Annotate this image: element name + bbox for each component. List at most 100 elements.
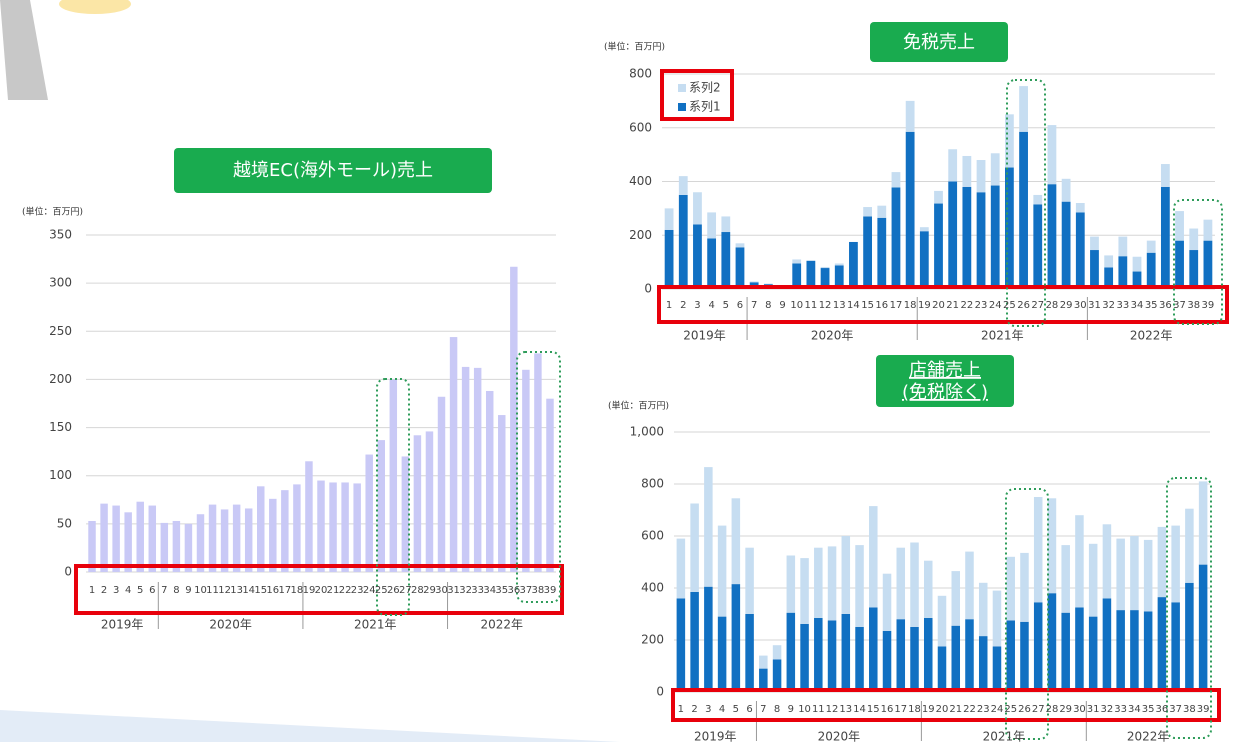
bar [437, 396, 446, 572]
bar-segment [1160, 164, 1170, 187]
bar-segment [704, 467, 713, 587]
x-tick-label: 23 [351, 585, 364, 596]
x-tick-label: 37 [520, 585, 533, 596]
bar [172, 520, 181, 572]
bar [232, 504, 241, 572]
bar-segment [792, 259, 802, 264]
y-unit: (単位：百万円) [22, 206, 83, 218]
y-tick-label: 250 [49, 324, 72, 338]
bar [208, 504, 217, 572]
group-label: 2019年 [683, 329, 726, 343]
x-tick-label: 28 [1046, 704, 1059, 715]
x-tick-label: 39 [1197, 704, 1210, 715]
group-label: 2019年 [694, 730, 737, 742]
texts: 越境EC(海外モール)売上(単位：百万円)0501001502002503003… [22, 32, 1214, 742]
bar-segment [800, 558, 809, 624]
x-tick-label: 20 [936, 704, 949, 715]
bar-segment [1157, 526, 1167, 598]
chart-title: 越境EC(海外モール)売上 [233, 160, 433, 181]
bar-segment [951, 571, 961, 626]
bar [220, 509, 229, 572]
x-tick-label: 34 [1128, 704, 1141, 715]
bar-segment [1175, 240, 1184, 289]
x-tick-label: 22 [960, 300, 973, 311]
x-tick-label: 20 [315, 585, 328, 596]
bar [293, 484, 301, 572]
bar-segment [1061, 612, 1070, 692]
bar [160, 522, 169, 572]
group-label: 2020年 [209, 618, 252, 632]
x-tick-label: 33 [1116, 300, 1129, 311]
bar-segment [882, 573, 892, 631]
y-tick-label: 200 [641, 633, 664, 647]
bar-segment [1146, 252, 1156, 289]
title-box [876, 355, 1014, 407]
x-tick-label: 16 [266, 585, 279, 596]
bar-segment [919, 231, 929, 289]
x-tick-label: 1 [666, 300, 672, 311]
group-label: 2019年 [101, 618, 144, 632]
x-tick-label: 2 [101, 585, 107, 596]
y-tick-label: 0 [64, 565, 72, 579]
bar-segment [1185, 582, 1194, 692]
bar [498, 415, 506, 572]
legend-label: 系列2 [689, 81, 721, 95]
x-tick-label: 4 [719, 704, 725, 715]
bar-segment [863, 207, 872, 217]
bar [317, 480, 325, 572]
group-label: 2021年 [981, 329, 1024, 343]
x-tick-label: 35 [495, 585, 508, 596]
bar-segment [841, 536, 851, 614]
x-tick-label: 23 [975, 300, 988, 311]
x-tick-label: 32 [1101, 704, 1114, 715]
x-tick-label: 6 [149, 585, 155, 596]
x-tick-label: 17 [894, 704, 907, 715]
bar-segment [948, 149, 958, 182]
bar-segment [792, 263, 802, 289]
bar-segment [721, 232, 731, 289]
bar-segment [1006, 620, 1015, 692]
x-tick-label: 32 [1102, 300, 1115, 311]
y-tick-label: 400 [629, 174, 652, 188]
bar-segment [1132, 271, 1142, 289]
bar-segment [905, 100, 915, 132]
dotted-box [1005, 488, 1049, 740]
bar-segment [664, 229, 674, 289]
chart-title: 店舗売上 [909, 360, 981, 381]
bar-segment [919, 227, 929, 232]
x-tick-label: 8 [173, 585, 179, 596]
bar [148, 505, 157, 572]
bar-segment [820, 268, 830, 289]
bar-segment [1005, 167, 1014, 289]
bar-segment [882, 630, 892, 692]
x-tick-label: 4 [708, 300, 714, 311]
bar-segment [1005, 114, 1014, 168]
bar-segment [910, 542, 919, 627]
bar [473, 367, 482, 572]
x-tick-label: 29 [423, 585, 436, 596]
bar-segment [800, 623, 809, 692]
x-tick-label: 2 [680, 300, 686, 311]
bar-segment [877, 217, 887, 289]
x-tick-label: 15 [861, 300, 874, 311]
bar-segment [962, 155, 972, 187]
bar-segment [1203, 240, 1213, 289]
bar [401, 456, 410, 572]
bar-segment [855, 627, 864, 692]
y-tick-label: 200 [629, 228, 652, 242]
x-tick-label: 13 [839, 704, 852, 715]
bar-segment [806, 260, 816, 289]
bar [389, 379, 398, 572]
bar-segment [1171, 602, 1180, 692]
bar-segment [1019, 131, 1028, 289]
x-tick-label: 26 [1017, 300, 1030, 311]
bar-segment [1171, 525, 1180, 603]
x-tick-label: 9 [779, 300, 785, 311]
bar-segment [1033, 497, 1043, 603]
bar-segment [1090, 250, 1099, 289]
bar-segment [934, 203, 943, 289]
bar-segment [1019, 86, 1028, 132]
bar-segment [1143, 611, 1153, 692]
group-label: 2022年 [1130, 329, 1173, 343]
x-tick-label: 11 [206, 585, 219, 596]
